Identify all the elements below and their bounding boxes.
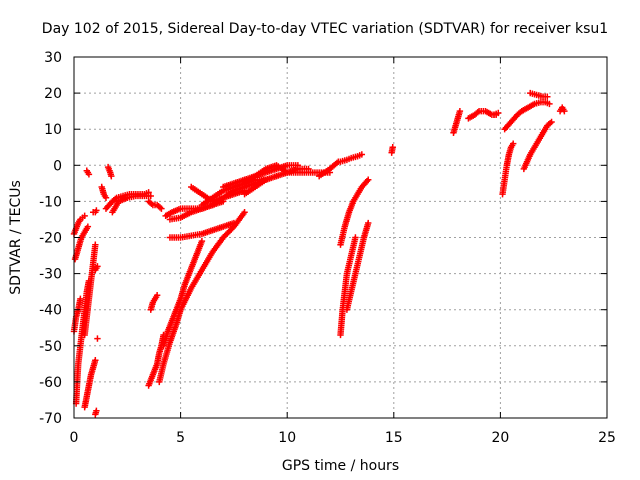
data-series-arc-5 [81, 241, 99, 339]
y-tick-label: -70 [39, 411, 62, 427]
data-series-arc-10 [92, 263, 101, 274]
data-series-arc-27 [241, 165, 312, 198]
ticks [73, 56, 608, 419]
data-series-arc-38 [499, 140, 517, 198]
data-series-arc-22 [166, 219, 238, 241]
y-tick-label: -50 [39, 339, 62, 355]
data-point [365, 176, 372, 183]
chart-title: Day 102 of 2015, Sidereal Day-to-day VTE… [42, 21, 608, 37]
data-series-arc-33 [343, 219, 372, 313]
x-tick-label: 25 [598, 430, 616, 446]
data-series-arc-8 [89, 207, 100, 216]
y-tick-label: -30 [39, 267, 62, 283]
data-point [456, 107, 464, 115]
data-series-arc-13 [104, 163, 115, 180]
data-point [93, 407, 100, 414]
data-series-arc-6 [81, 357, 99, 411]
data-point [389, 144, 396, 151]
data-point [84, 223, 92, 230]
data-series-arc-35 [450, 107, 464, 137]
data-point [102, 194, 110, 201]
data-point [352, 234, 359, 241]
data-series-arc-42 [556, 104, 568, 115]
y-tick-label: 30 [44, 50, 62, 66]
data-series-arc-11 [94, 335, 101, 342]
data-series-arc-40 [520, 118, 555, 173]
data-series-arc-1 [70, 212, 88, 238]
y-tick-label: -10 [39, 194, 62, 210]
data-point [358, 151, 366, 158]
data-point [509, 140, 517, 147]
x-tick-label: 0 [70, 430, 79, 446]
data-point [230, 219, 238, 227]
y-tick-labels: -70 -60 -50 -40 -30 -20 -10 0 10 20 30 [39, 50, 62, 427]
data-series-arc-20 [160, 237, 206, 349]
data-series-arc-17 [147, 292, 161, 313]
data-point [548, 118, 555, 126]
x-tick-label: 10 [278, 430, 296, 446]
data-layer [70, 89, 568, 418]
y-tick-label: 0 [53, 158, 62, 174]
data-point [365, 219, 372, 227]
data-series-arc-15 [109, 192, 154, 216]
data-point [108, 172, 115, 180]
data-point [93, 207, 100, 214]
x-tick-labels: 0 5 10 15 20 25 [70, 430, 616, 446]
data-point [92, 241, 99, 248]
data-series-arc-32 [337, 176, 372, 248]
x-tick-label: 20 [491, 430, 509, 446]
data-series-arc-34 [388, 144, 396, 156]
data-point [147, 192, 154, 200]
data-series-arc-12 [98, 183, 110, 201]
data-point [544, 93, 551, 100]
data-series-arc-31 [337, 234, 359, 339]
data-point [561, 107, 568, 115]
data-series-arc-41 [527, 89, 551, 100]
data-point [495, 109, 502, 117]
x-tick-label: 5 [176, 430, 185, 446]
data-point [94, 335, 101, 342]
y-tick-label: -40 [39, 303, 62, 319]
data-series-arc-19 [156, 209, 248, 386]
data-point [77, 295, 84, 303]
data-series-arc-29 [315, 158, 342, 180]
data-point [241, 209, 248, 216]
x-tick-label: 15 [385, 430, 403, 446]
data-series-arc-37 [490, 109, 502, 118]
data-series-arc-7 [83, 167, 93, 178]
x-axis-title: GPS time / hours [282, 458, 399, 474]
y-tick-label: 10 [44, 122, 62, 138]
data-series-arc-3 [71, 223, 92, 263]
data-point [94, 263, 101, 270]
data-point [85, 171, 93, 178]
y-tick-label: -20 [39, 231, 62, 247]
data-point [92, 357, 99, 364]
y-tick-label: 20 [44, 86, 62, 102]
y-axis-title: SDTVAR / TECUs [8, 180, 24, 295]
data-series-arc-39 [501, 98, 553, 133]
data-point [158, 205, 165, 212]
data-point [198, 237, 206, 245]
data-point [81, 212, 88, 220]
data-series-arc-18 [145, 198, 165, 212]
y-tick-label: -60 [39, 375, 62, 391]
data-series-arc-30 [337, 151, 366, 165]
data-point [546, 100, 553, 108]
data-point [153, 292, 161, 299]
data-series-arc-9 [92, 407, 100, 418]
